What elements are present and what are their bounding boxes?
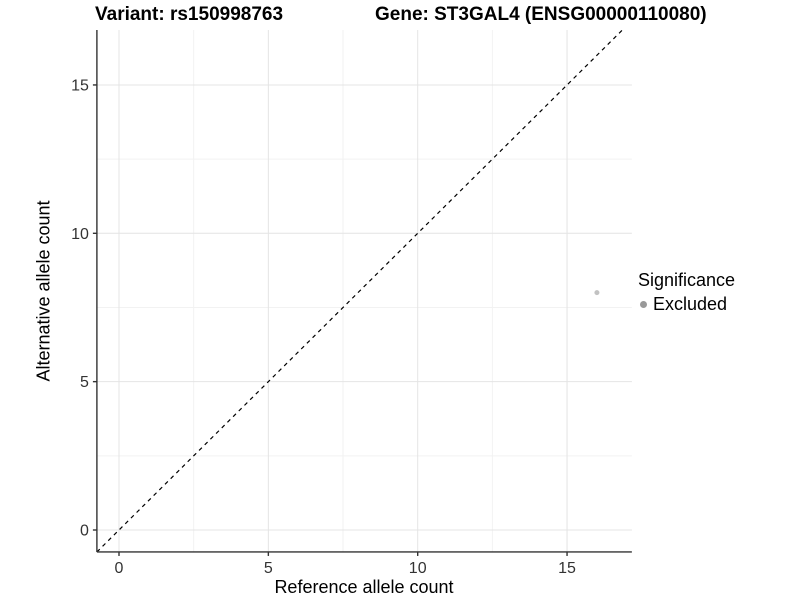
y-axis-title: Alternative allele count (33, 200, 54, 382)
legend-item-excluded: Excluded (640, 294, 735, 315)
y-tick-label: 0 (80, 523, 89, 540)
x-tick-label: 5 (264, 560, 273, 577)
x-axis-title: Reference allele count (274, 577, 454, 597)
data-point (594, 290, 600, 296)
y-tick-label: 15 (71, 77, 89, 94)
gene-title: Gene: ST3GAL4 (ENSG00000110080) (375, 4, 707, 25)
identity-reference-line (96, 29, 623, 553)
excluded-point-icon (640, 301, 647, 308)
x-tick-label: 15 (558, 560, 576, 577)
y-tick-label: 5 (80, 374, 89, 391)
x-tick-label: 0 (115, 560, 124, 577)
legend: Significance Excluded (638, 270, 735, 315)
legend-item-label: Excluded (653, 294, 728, 314)
variant-title: Variant: rs150998763 (95, 4, 284, 25)
legend-title: Significance (638, 270, 736, 290)
y-tick-label: 10 (71, 226, 89, 243)
x-tick-label: 10 (409, 560, 427, 577)
